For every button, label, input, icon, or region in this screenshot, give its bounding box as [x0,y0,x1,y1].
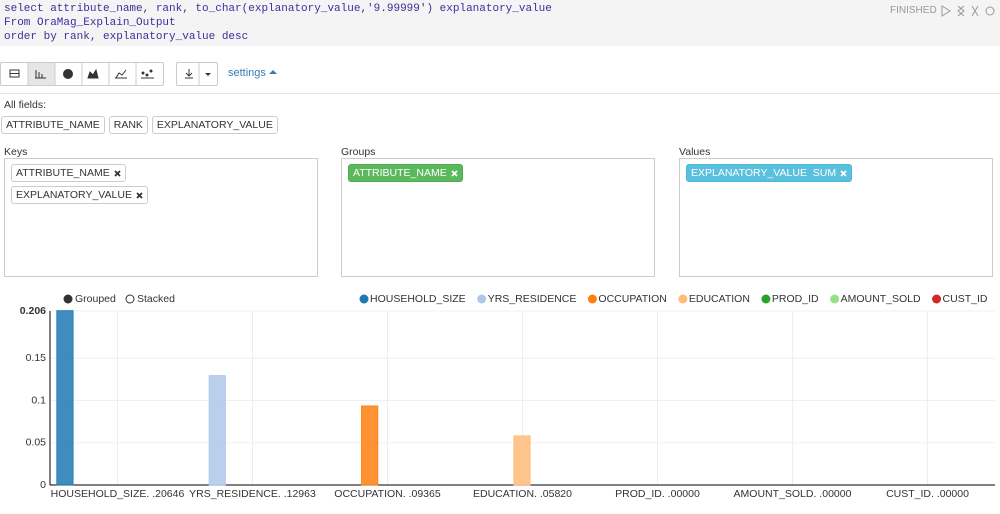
legend-label[interactable]: EDUCATION [689,293,750,305]
legend-marker[interactable] [587,294,597,304]
status: FINISHED [890,5,937,16]
groups-label: Groups [341,146,376,158]
values-box[interactable]: EXPLANATORY_VALUE SUM [679,158,993,277]
y-tick-label: 0.05 [26,437,47,449]
keys-box[interactable]: ATTRIBUTE_NAME EXPLANATORY_VALUE [4,158,318,277]
code-line: select attribute_name, rank, to_char(exp… [4,3,552,15]
legend-label[interactable]: CUST_ID [943,293,988,305]
remove-icon [451,170,458,177]
x-tick-label: OCCUPATION. .09365 [334,488,441,500]
field-chip[interactable]: EXPLANATORY_VALUE SUM [686,164,853,182]
field-chip[interactable]: EXPLANATORY_VALUE [11,186,148,204]
groups-list: ATTRIBUTE_NAME [342,159,654,191]
chip-label: EXPLANATORY_VALUE SUM [691,167,837,179]
x-tick-label: AMOUNT_SOLD. .00000 [734,488,852,500]
code-editor[interactable]: select attribute_name, rank, to_char(exp… [0,0,1000,46]
radio-off[interactable] [125,294,135,304]
remove-icon [114,170,121,177]
chip-label: RANK [113,119,143,131]
legend-marker[interactable] [678,294,688,304]
legend-marker[interactable] [477,294,487,304]
settings-label: settings [228,67,266,79]
remove-icon [840,170,847,177]
legend-marker[interactable] [830,294,840,304]
grouped-label[interactable]: Grouped [75,293,116,305]
legend-label[interactable]: PROD_ID [772,293,819,305]
radio-on[interactable] [63,294,73,304]
y-tick-label: 0.1 [31,394,46,406]
legend-label[interactable]: YRS_RESIDENCE [488,293,577,305]
divider [0,93,1000,94]
chart-type-buttons[interactable] [0,62,164,86]
download-button[interactable] [176,62,218,86]
fields-label: All fields: [4,99,47,111]
settings-toggle[interactable]: settings [228,67,277,79]
paragraph-icons[interactable] [940,4,998,18]
legend-marker[interactable] [359,294,369,304]
field-chip[interactable]: ATTRIBUTE_NAME [1,116,105,134]
x-tick-label: PROD_ID. .00000 [615,488,700,500]
x-tick-label: EDUCATION. .05820 [473,488,572,500]
legend-marker[interactable] [761,294,771,304]
chip-label: ATTRIBUTE_NAME [353,167,447,179]
legend-label[interactable]: AMOUNT_SOLD [841,293,921,305]
values-label: Values [679,146,711,158]
code-line: From OraMag_Explain_Output [4,17,176,29]
legend-marker[interactable] [932,294,942,304]
chip-label: ATTRIBUTE_NAME [16,167,110,179]
remove-cross [114,170,121,177]
bar [361,405,379,486]
stacked-label[interactable]: Stacked [137,293,175,305]
bar [208,375,226,486]
x-tick-label: CUST_ID. .00000 [886,488,969,500]
keys-list: ATTRIBUTE_NAME EXPLANATORY_VALUE [5,159,317,213]
legend-label[interactable]: HOUSEHOLD_SIZE [370,293,466,305]
values-list: EXPLANATORY_VALUE SUM [680,159,992,191]
keys-label: Keys [4,146,28,158]
chip-label: EXPLANATORY_VALUE [156,119,273,131]
chip-label: ATTRIBUTE_NAME [6,119,100,131]
field-chip[interactable]: EXPLANATORY_VALUE [151,116,278,134]
bar [56,310,74,486]
remove-cross [136,192,143,199]
download-icon [185,63,211,85]
groups-box[interactable]: ATTRIBUTE_NAME [341,158,655,277]
field-chip[interactable]: ATTRIBUTE_NAME [11,164,126,182]
y-tick-label: 0.15 [26,352,47,364]
remove-cross [840,170,847,177]
caret [268,70,277,74]
chart-type-icons [9,63,154,85]
y-tick-label: 0 [40,479,46,491]
code-line: order by rank, explanatory_value desc [4,31,249,43]
remove-cross [451,170,458,177]
y-tick-label: 0.206 [20,305,46,317]
x-tick-label: HOUSEHOLD_SIZE. .20646 [51,488,185,500]
x-tick-label: YRS_RESIDENCE. .12963 [189,488,316,500]
field-chip[interactable]: ATTRIBUTE_NAME [348,164,463,182]
bar [513,435,531,486]
chip-label: EXPLANATORY_VALUE [16,189,132,201]
field-chip[interactable]: RANK [108,116,148,134]
legend-label[interactable]: OCCUPATION [598,293,666,305]
remove-icon [136,192,143,199]
fields-list: ATTRIBUTE_NAME RANK EXPLANATORY_VALUE [0,116,282,138]
chart: Grouped Stacked HOUSEHOLD_SIZE. .20646 YR… [20,293,995,500]
